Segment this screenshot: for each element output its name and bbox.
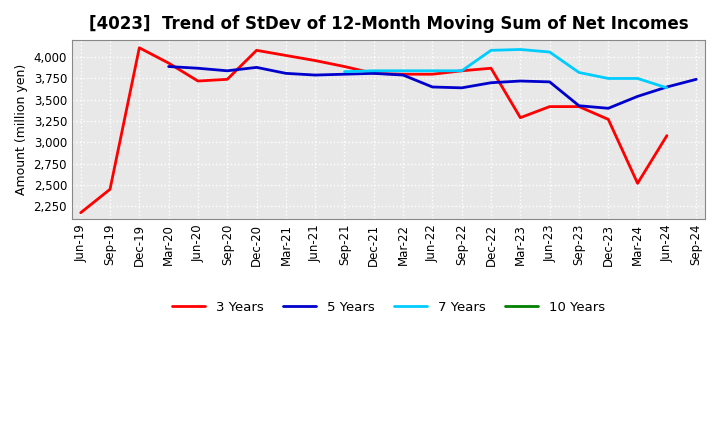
Line: 3 Years: 3 Years	[81, 48, 667, 213]
Legend: 3 Years, 5 Years, 7 Years, 10 Years: 3 Years, 5 Years, 7 Years, 10 Years	[172, 301, 605, 314]
3 Years	[545, 104, 554, 109]
7 Years	[516, 47, 525, 52]
5 Years	[662, 84, 671, 90]
3 Years	[604, 117, 613, 122]
5 Years	[516, 78, 525, 84]
3 Years	[516, 115, 525, 120]
3 Years	[369, 71, 378, 76]
3 Years	[340, 64, 348, 69]
5 Years	[223, 68, 232, 73]
5 Years	[252, 65, 261, 70]
3 Years	[487, 66, 495, 71]
5 Years	[545, 79, 554, 84]
5 Years	[282, 71, 290, 76]
7 Years	[604, 76, 613, 81]
5 Years	[340, 72, 348, 77]
3 Years	[282, 53, 290, 58]
5 Years	[604, 106, 613, 111]
3 Years	[634, 181, 642, 186]
7 Years	[662, 85, 671, 91]
Title: [4023]  Trend of StDev of 12-Month Moving Sum of Net Incomes: [4023] Trend of StDev of 12-Month Moving…	[89, 15, 688, 33]
3 Years	[164, 60, 173, 66]
7 Years	[428, 68, 437, 73]
3 Years	[135, 45, 144, 51]
3 Years	[223, 77, 232, 82]
Line: 5 Years: 5 Years	[168, 66, 696, 108]
7 Years	[457, 68, 466, 73]
7 Years	[399, 68, 408, 73]
Y-axis label: Amount (million yen): Amount (million yen)	[15, 64, 28, 195]
3 Years	[252, 48, 261, 53]
5 Years	[369, 71, 378, 76]
7 Years	[575, 70, 583, 75]
5 Years	[457, 85, 466, 91]
7 Years	[369, 68, 378, 73]
3 Years	[428, 72, 437, 77]
7 Years	[487, 48, 495, 53]
5 Years	[428, 84, 437, 90]
3 Years	[76, 210, 85, 215]
3 Years	[106, 187, 114, 192]
5 Years	[194, 66, 202, 71]
5 Years	[634, 94, 642, 99]
7 Years	[634, 76, 642, 81]
Line: 7 Years: 7 Years	[344, 49, 667, 88]
7 Years	[545, 49, 554, 55]
7 Years	[340, 69, 348, 74]
3 Years	[575, 104, 583, 109]
5 Years	[399, 73, 408, 78]
5 Years	[692, 77, 701, 82]
3 Years	[662, 133, 671, 138]
5 Years	[487, 80, 495, 85]
3 Years	[457, 68, 466, 73]
3 Years	[399, 72, 408, 77]
5 Years	[311, 73, 320, 78]
3 Years	[311, 58, 320, 63]
5 Years	[575, 103, 583, 108]
3 Years	[194, 78, 202, 84]
5 Years	[164, 64, 173, 69]
